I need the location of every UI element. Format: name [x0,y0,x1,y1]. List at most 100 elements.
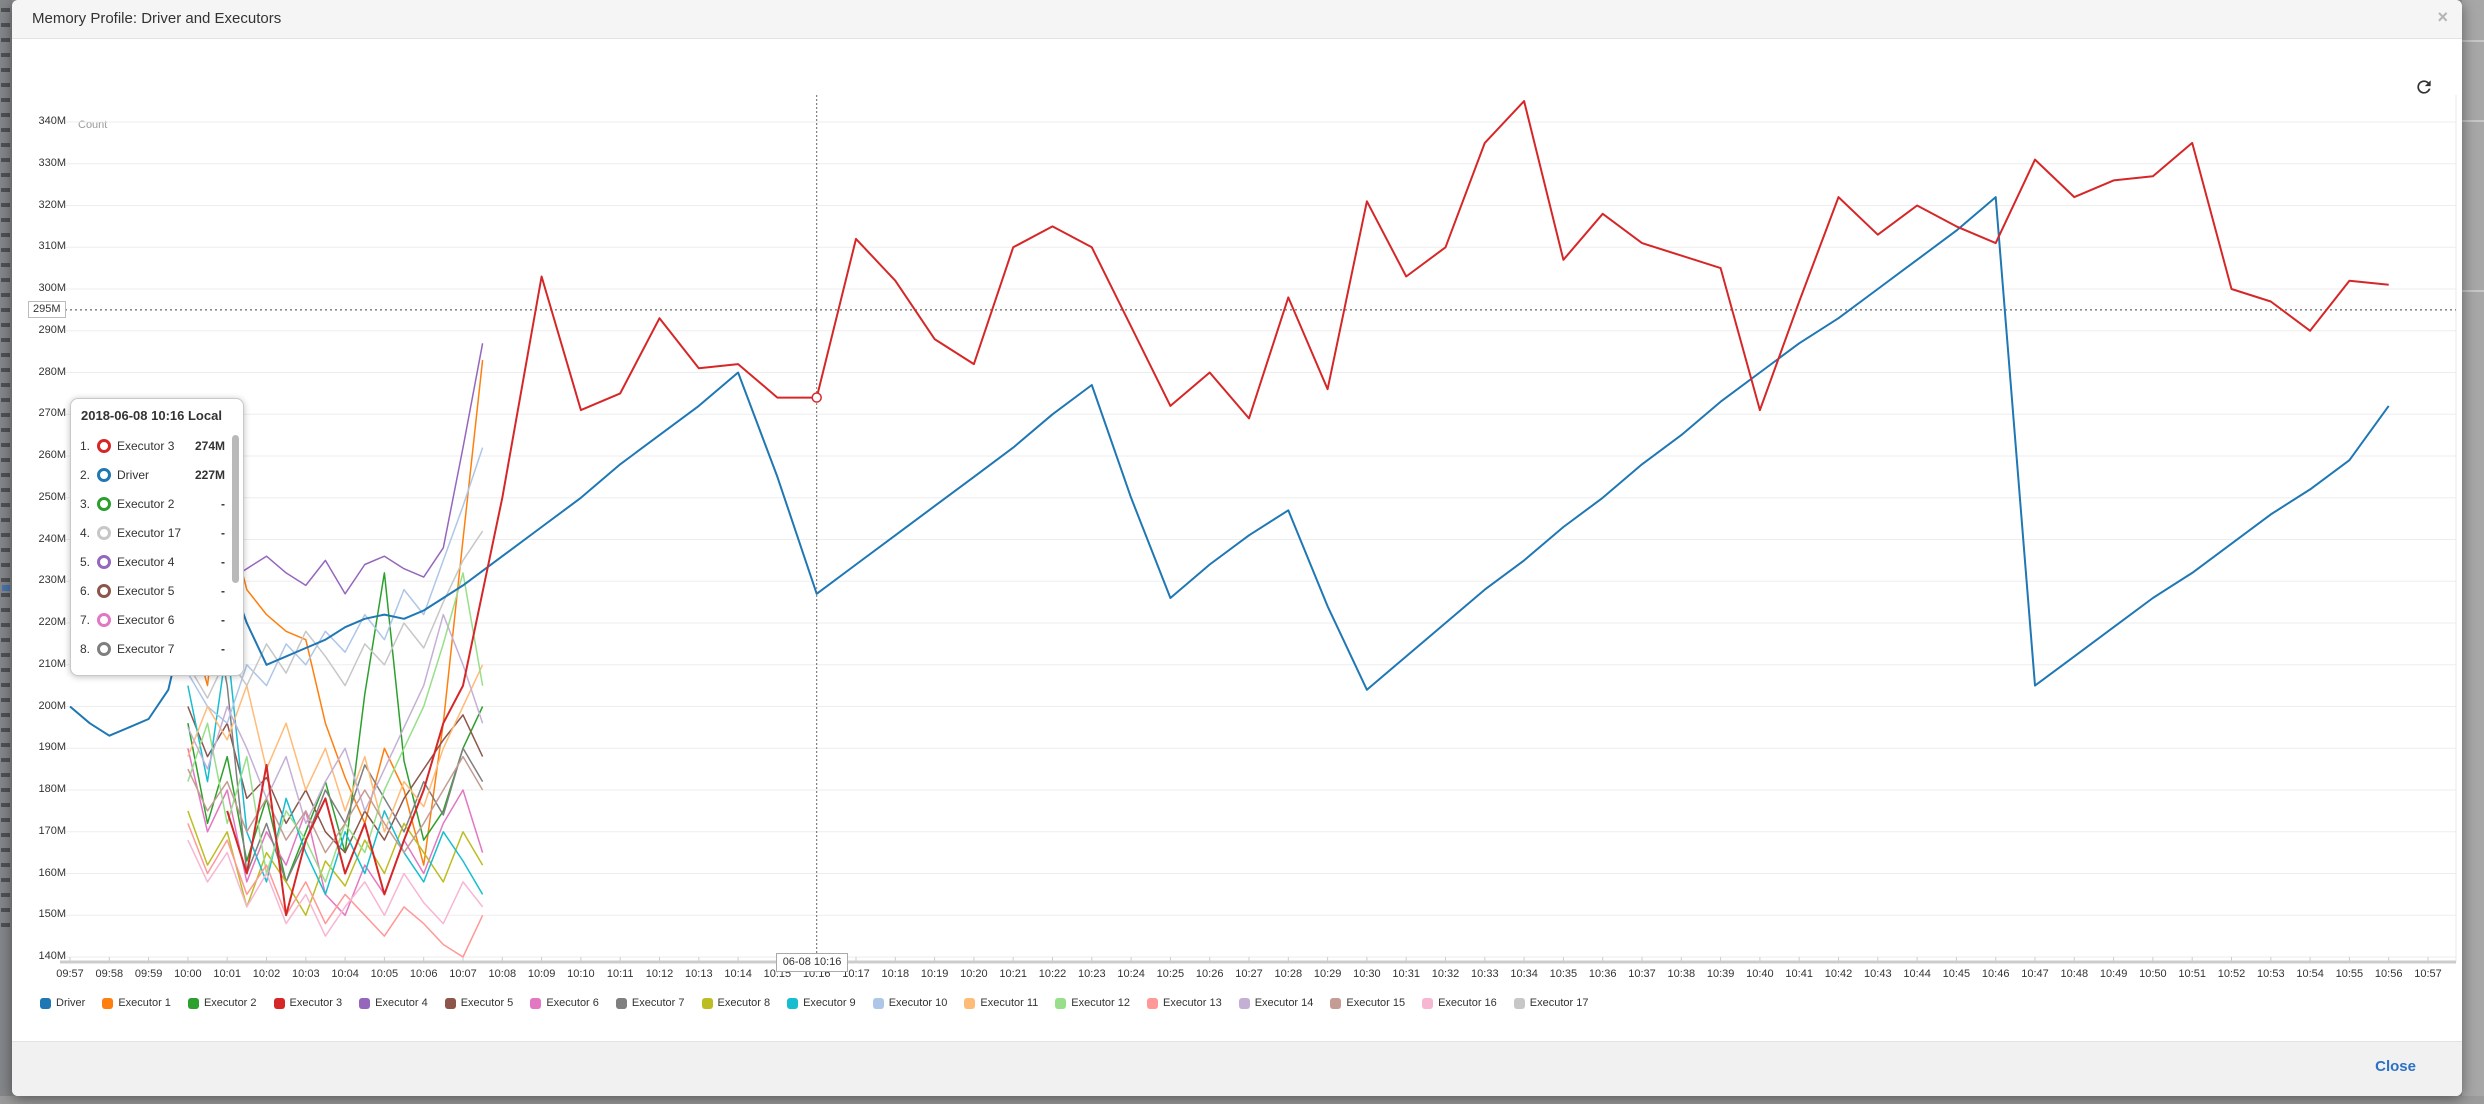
legend-item-driver[interactable]: Driver [40,997,85,1009]
x-axis-label: 10:48 [2060,968,2089,980]
legend-swatch-icon [102,997,114,1009]
legend-swatch-icon [1055,997,1067,1009]
legend-item-executor-13[interactable]: Executor 13 [1146,997,1222,1009]
series-line-executor-10 [187,447,484,724]
x-axis-label: 10:13 [685,968,713,980]
legend-label: Executor 13 [1162,997,1222,1009]
legend-swatch-icon [1238,997,1250,1009]
y-axis-label: 320M [38,198,66,211]
tooltip-row: 3. Executor 2- [80,496,225,511]
legend-item-executor-11[interactable]: Executor 11 [964,997,1038,1009]
x-axis-label: 10:45 [1942,968,1971,980]
legend-item-executor-6[interactable]: Executor 6 [530,997,599,1009]
x-axis-label: 09:59 [134,968,163,980]
x-axis-label: 10:25 [1156,968,1185,980]
legend-swatch-icon [1513,997,1525,1009]
x-axis-label: 10:05 [370,968,399,980]
legend-item-executor-8[interactable]: Executor 8 [701,997,770,1009]
y-axis-label: 200M [38,699,66,712]
y-axis-label: 230M [38,574,66,587]
series-line-executor-9 [187,643,484,896]
tooltip-row: 8. Executor 7- [80,641,225,656]
crosshair-time-label: 06-08 10:16 [775,953,849,972]
legend-item-executor-3[interactable]: Executor 3 [273,997,343,1009]
x-axis-label: 10:40 [1746,968,1774,980]
series-ring-icon [97,612,111,627]
legend-swatch-icon [1422,997,1434,1009]
x-axis-label: 10:46 [1981,968,2010,980]
tooltip-scrollbar-thumb[interactable] [232,435,239,583]
x-axis-label: 10:33 [1471,968,1499,980]
y-axis-label: 250M [38,490,66,503]
legend-label: Executor 15 [1346,997,1406,1009]
y-axis-label: 180M [38,783,66,795]
close-icon[interactable]: × [2437,7,2448,27]
legend-item-executor-4[interactable]: Executor 4 [359,997,428,1009]
x-axis-label: 10:22 [1038,968,1067,980]
legend-swatch-icon [444,997,456,1009]
series-line-executor-13 [187,823,484,958]
legend-label: Executor 10 [888,997,948,1009]
legend-label: Executor 4 [375,997,428,1009]
series-line-executor-3 [226,100,2389,917]
legend-swatch-icon [701,997,713,1009]
x-axis-label: 10:00 [174,968,202,980]
legend-item-executor-17[interactable]: Executor 17 [1513,997,1589,1009]
y-axis-label: 310M [38,240,66,253]
x-axis-label: 10:32 [1431,968,1460,980]
y-axis-label: 260M [38,449,66,461]
legend-label: Executor 16 [1438,997,1497,1009]
background-page-bottom [0,1096,2484,1104]
chart-svg [60,95,2457,964]
legend-label: Executor 3 [289,997,343,1009]
y-axis-label: 330M [38,156,66,169]
x-axis-label: 10:42 [1824,968,1853,980]
chart-tooltip: 2018-06-08 10:16 Local 1. Executor 3 274M 2… [70,398,244,676]
chart-panel: Count Driver Executor 1 Executor 2 Executor… [12,39,2462,1042]
x-axis-label: 10:24 [1117,968,1145,980]
legend-swatch-icon [40,997,51,1009]
x-axis-label: 10:43 [1864,968,1892,980]
legend-item-executor-12[interactable]: Executor 12 [1055,997,1130,1009]
x-axis-label: 10:06 [409,968,438,980]
legend-item-executor-10[interactable]: Executor 10 [872,997,948,1009]
x-axis-label: 10:55 [2335,968,2364,980]
legend-label: Executor 2 [203,997,257,1009]
x-axis-label: 10:31 [1392,968,1420,980]
x-axis-label: 09:57 [56,968,84,980]
y-axis-label: 190M [38,741,66,754]
series-ring-icon [97,496,111,511]
close-button[interactable]: Close [2375,1058,2416,1075]
legend-item-executor-5[interactable]: Executor 5 [444,997,513,1009]
y-axis-label: 160M [38,866,66,879]
x-axis-label: 10:38 [1667,968,1696,980]
legend-swatch-icon [1330,997,1342,1009]
background-page-left [0,0,12,1104]
x-axis-label: 10:47 [2021,968,2049,980]
legend-label: Executor 1 [118,997,171,1009]
legend-swatch-icon [872,997,884,1009]
legend-item-executor-16[interactable]: Executor 16 [1422,997,1497,1009]
x-axis-label: 10:01 [213,968,241,980]
y-axis-label: 170M [38,824,66,837]
x-axis-label: 10:21 [999,968,1027,980]
series-ring-icon [97,554,111,569]
x-axis-label: 10:30 [1353,968,1381,980]
legend-item-executor-9[interactable]: Executor 9 [787,997,856,1009]
legend-item-executor-15[interactable]: Executor 15 [1330,997,1405,1009]
series-line-executor-16 [187,839,484,937]
x-axis-label: 10:11 [606,968,634,980]
legend-item-executor-14[interactable]: Executor 14 [1238,997,1314,1009]
y-axis-label: 140M [38,950,66,962]
x-axis-label: 10:23 [1078,968,1106,980]
legend-item-executor-2[interactable]: Executor 2 [187,997,257,1009]
legend-item-executor-7[interactable]: Executor 7 [615,997,685,1009]
x-axis-label: 10:34 [1510,968,1538,980]
legend-item-executor-1[interactable]: Executor 1 [102,997,171,1009]
x-axis-label: 10:50 [2139,968,2167,980]
legend-label: Executor 9 [803,997,856,1009]
x-axis-label: 10:26 [1195,968,1224,980]
x-axis-label: 10:57 [2414,968,2442,980]
legend-label: Executor 14 [1254,997,1314,1009]
tooltip-row: 4. Executor 17- [80,525,225,540]
